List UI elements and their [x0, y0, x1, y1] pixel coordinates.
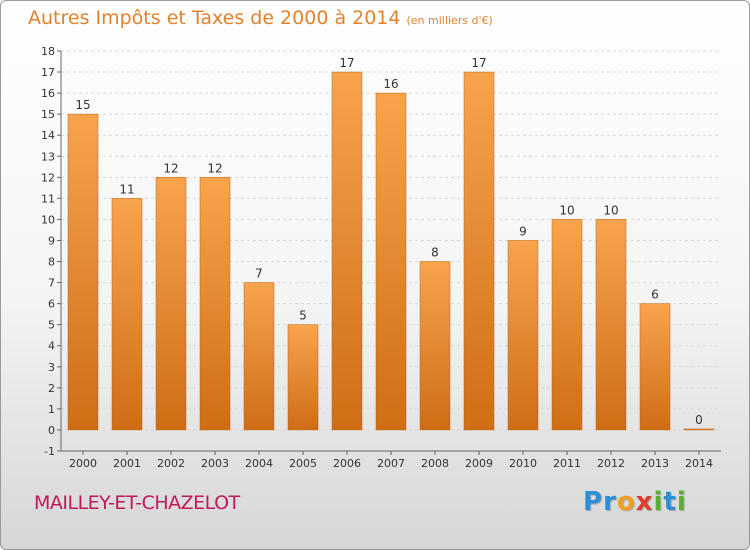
- bar-2008: [419, 261, 451, 431]
- chart-title: Autres Impôts et Taxes de 2000 à 2014 (en…: [28, 7, 493, 29]
- x-tick-label: 2014: [685, 457, 713, 470]
- data-label: 12: [163, 161, 178, 175]
- bar-2002: [155, 177, 187, 431]
- y-tick-label: 6: [48, 298, 55, 311]
- data-label: 10: [603, 203, 618, 217]
- y-tick-label: 13: [41, 150, 55, 163]
- bar-2009: [463, 71, 495, 431]
- bar-2005: [287, 324, 319, 431]
- y-tick-label: 14: [41, 129, 55, 142]
- y-tick-label: 3: [48, 361, 55, 374]
- x-tick-label: 2000: [69, 457, 97, 470]
- y-tick-label: 9: [48, 234, 55, 247]
- logo-letter: i: [653, 487, 664, 517]
- y-tick-label: 11: [41, 192, 55, 205]
- x-tick-label: 2013: [641, 457, 669, 470]
- bar-2000: [67, 113, 99, 431]
- x-tick-label: 2008: [421, 457, 449, 470]
- y-tick-label: 18: [41, 45, 55, 58]
- y-tick-label: 2: [48, 382, 55, 395]
- data-label: 7: [255, 267, 263, 281]
- x-tick-label: 2009: [465, 457, 493, 470]
- y-tick-label: 0: [48, 424, 55, 437]
- data-label: 6: [651, 288, 659, 302]
- y-tick-label: 17: [41, 66, 55, 79]
- bar-2010: [507, 240, 539, 431]
- x-tick-label: 2006: [333, 457, 361, 470]
- logo-letter: o: [616, 487, 636, 517]
- data-label: 17: [471, 56, 486, 70]
- logo-letter: P: [583, 487, 604, 517]
- y-tick-label: 10: [41, 213, 55, 226]
- logo-letter: t: [663, 487, 677, 517]
- x-tick-label: 2003: [201, 457, 229, 470]
- x-tick-label: 2002: [157, 457, 185, 470]
- x-tick-label: 2010: [509, 457, 537, 470]
- x-tick-label: 2005: [289, 457, 317, 470]
- bar-2004: [243, 282, 275, 431]
- data-label: 9: [519, 224, 527, 238]
- logo-letter: r: [603, 487, 617, 517]
- proxiti-logo: Proxiti: [583, 487, 687, 517]
- data-label: 10: [559, 203, 574, 217]
- logo-letter: x: [635, 487, 654, 517]
- y-tick-label: 4: [48, 340, 55, 353]
- chart-subtitle: (en milliers d'€): [406, 14, 493, 27]
- bar-2011: [551, 219, 583, 431]
- x-tick-label: 2011: [553, 457, 581, 470]
- bar-2001: [111, 198, 143, 431]
- logo-letter: i: [676, 487, 687, 517]
- bar-2012: [595, 219, 627, 431]
- data-label: 8: [431, 246, 439, 260]
- bar-2014: [683, 428, 715, 431]
- data-label: 12: [207, 161, 222, 175]
- data-label: 16: [383, 77, 398, 91]
- data-label: 11: [119, 182, 134, 196]
- y-tick-label: -1: [44, 445, 55, 458]
- bar-2006: [331, 71, 363, 431]
- x-tick-label: 2001: [113, 457, 141, 470]
- y-tick-label: 8: [48, 256, 55, 269]
- x-tick-label: 2004: [245, 457, 273, 470]
- y-tick-label: 7: [48, 277, 55, 290]
- y-tick-label: 1: [48, 403, 55, 416]
- bar-2007: [375, 92, 407, 431]
- y-tick-label: 12: [41, 171, 55, 184]
- y-tick-label: 16: [41, 87, 55, 100]
- data-label: 15: [75, 98, 90, 112]
- chart-title-text: Autres Impôts et Taxes de 2000 à 2014: [28, 7, 401, 29]
- data-label: 0: [695, 413, 703, 427]
- x-tick-label: 2007: [377, 457, 405, 470]
- data-label: 5: [299, 309, 307, 323]
- bar-2013: [639, 303, 671, 431]
- bar-2003: [199, 177, 231, 431]
- data-label: 17: [339, 56, 354, 70]
- y-tick-label: 15: [41, 108, 55, 121]
- y-tick-label: 5: [48, 319, 55, 332]
- x-tick-label: 2012: [597, 457, 625, 470]
- commune-name: MAILLEY-ET-CHAZELOT: [34, 492, 240, 514]
